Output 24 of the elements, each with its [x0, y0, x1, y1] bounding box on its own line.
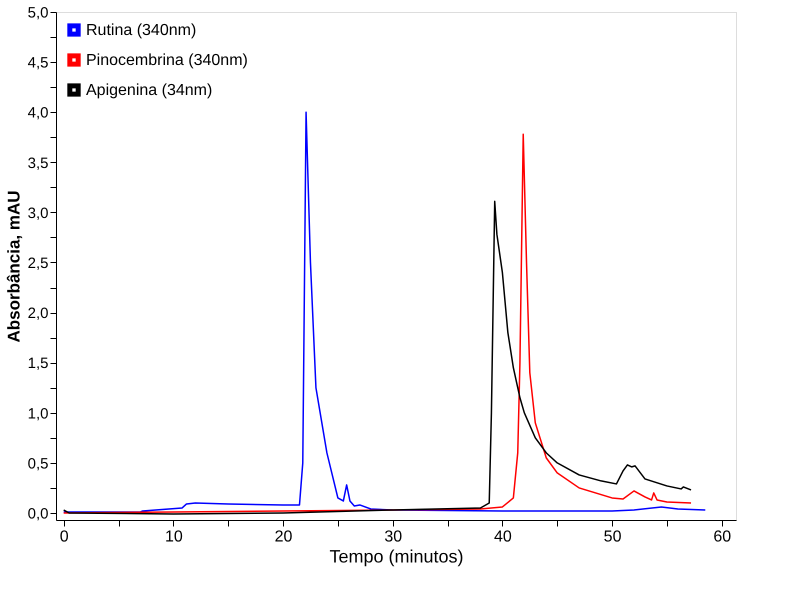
x-tick-label: 10 [164, 528, 183, 546]
y-tick-label: 4,0 [28, 104, 48, 122]
legend-label: Pinocembrina (340nm) [86, 52, 248, 69]
y-tick-label: 2,5 [28, 254, 48, 272]
y-tick-label: 1,5 [28, 355, 48, 372]
y-tick-label: 3,0 [28, 204, 48, 222]
x-tick-label: 30 [384, 528, 402, 546]
x-axis-title: Tempo (minutos) [329, 546, 464, 566]
y-tick-label: 0,0 [28, 505, 48, 522]
legend-label: Rutina (340nm) [86, 22, 196, 39]
y-tick-label: 4,5 [28, 54, 48, 72]
y-tick-label: 1,0 [28, 405, 48, 422]
legend-label: Apigenina (34nm) [86, 82, 212, 99]
x-tick-label: 50 [604, 528, 622, 546]
x-tick-label: 60 [713, 528, 732, 546]
line-series [62, 200, 692, 515]
x-tick-label: 0 [60, 528, 69, 546]
y-tick-label: 3,5 [28, 154, 48, 172]
y-tick-label: 0,5 [28, 455, 48, 472]
y-tick-label: 2,0 [28, 305, 48, 322]
y-tick-label: 5,0 [28, 4, 48, 22]
x-tick-label: 20 [274, 528, 293, 546]
y-axis-title: Absorbância, mAU [4, 190, 24, 343]
x-tick-label: 40 [494, 528, 512, 546]
